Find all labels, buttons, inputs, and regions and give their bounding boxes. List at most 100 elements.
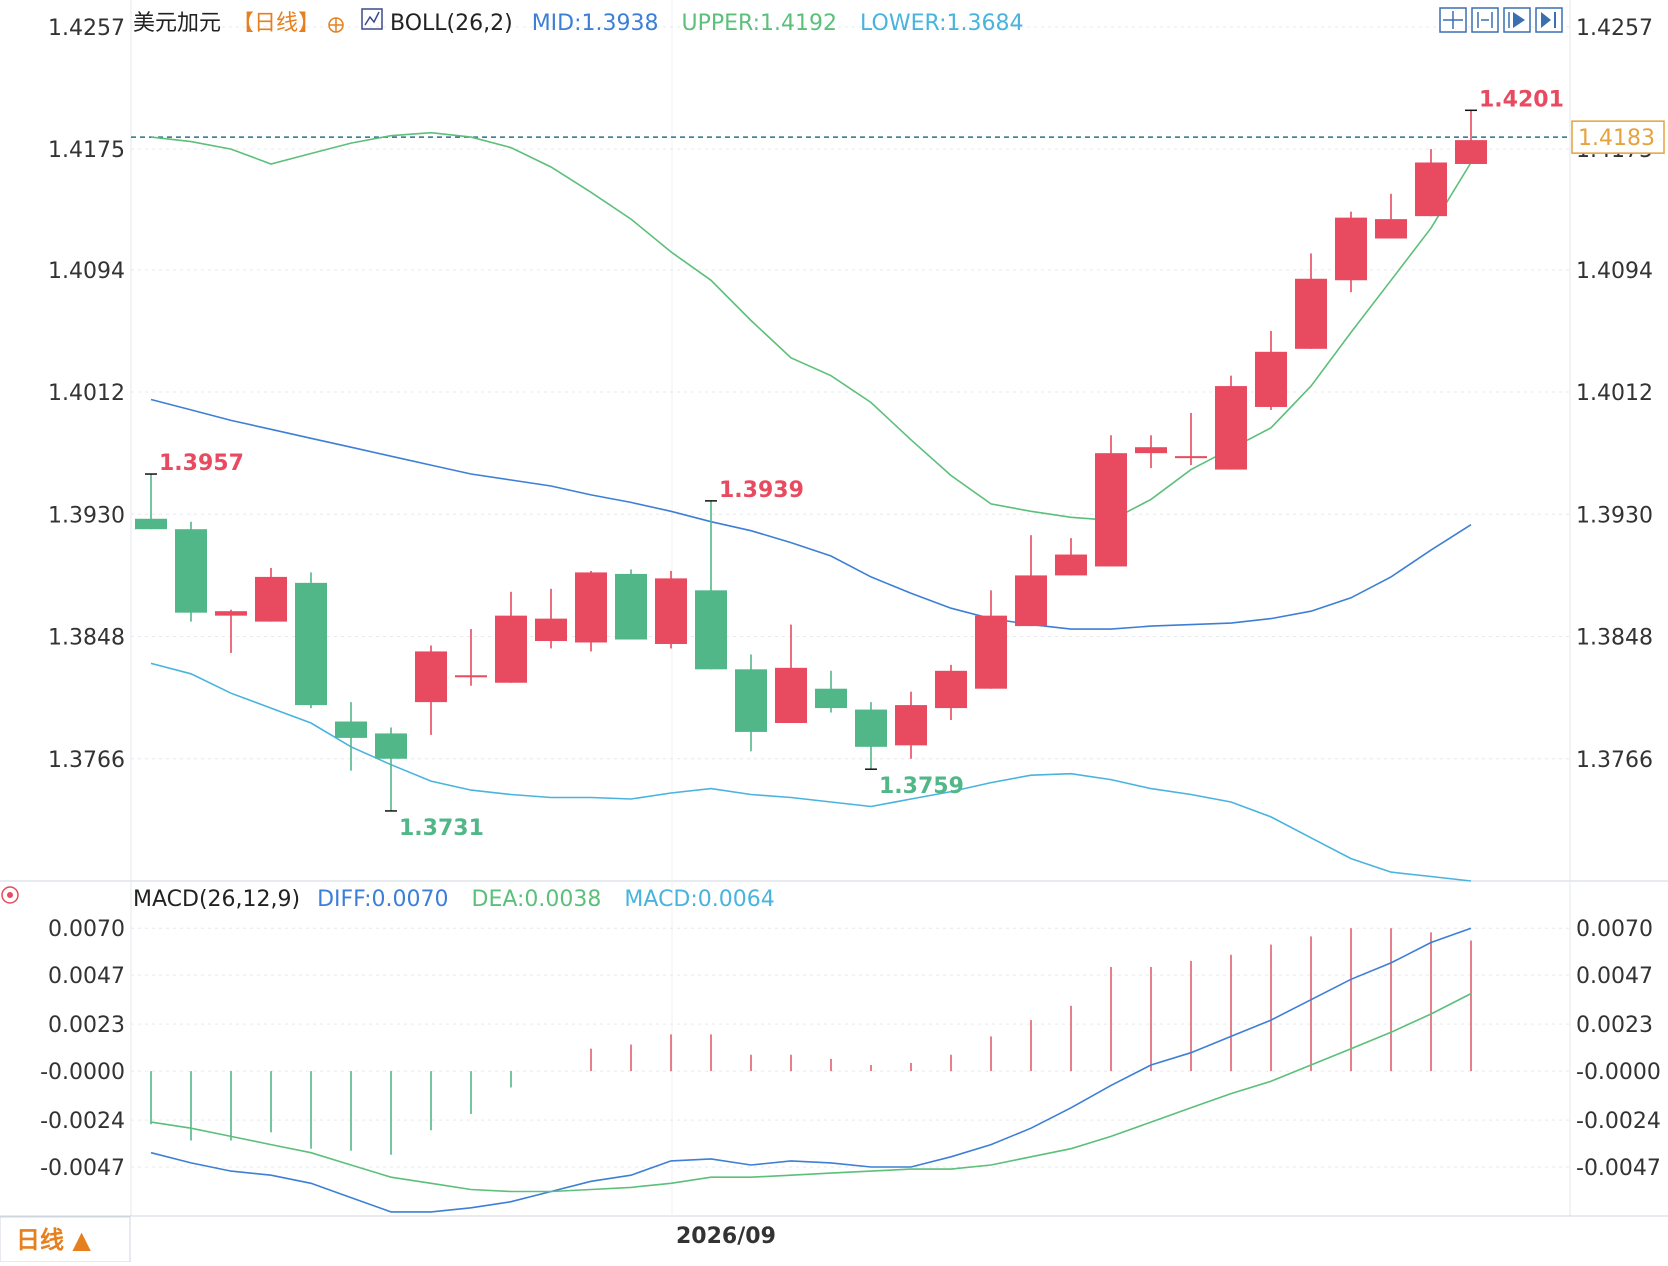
candle-down — [335, 721, 367, 738]
axis-layer: 1.42571.42571.41751.41751.40941.40941.40… — [40, 16, 1665, 1181]
candle-up — [775, 667, 807, 723]
candle-up — [935, 670, 967, 709]
current-price-box — [1571, 120, 1665, 154]
price-tick-left: 1.3930 — [48, 503, 125, 528]
candle-down — [175, 529, 207, 613]
candle-up — [1255, 351, 1287, 407]
boll-mid-line — [150, 398, 1472, 630]
candle-up — [1215, 386, 1247, 470]
candle-down — [135, 518, 167, 530]
low-label: 1.3731 — [399, 816, 484, 841]
play-icon[interactable] — [1503, 7, 1531, 33]
candle-down — [735, 669, 767, 732]
price-tick-right: 1.4012 — [1576, 381, 1653, 406]
macd-tick-left: -0.0024 — [40, 1109, 125, 1134]
candle-up — [1135, 447, 1167, 454]
high-label: 1.4201 — [1479, 87, 1564, 112]
macd-diff-line — [150, 927, 1472, 1213]
candle-up — [1015, 575, 1047, 627]
candle-up — [535, 618, 567, 641]
macd-tick-right: 0.0070 — [1576, 917, 1653, 942]
symbol-name: 美元加元 — [133, 11, 221, 36]
candle-up — [1455, 140, 1487, 164]
macd-dea-value: DEA:0.0038 — [472, 887, 602, 912]
indicator-settings-icon[interactable] — [361, 8, 383, 30]
crosshair-icon[interactable] — [1439, 7, 1467, 33]
macd-tick-right: 0.0023 — [1576, 1013, 1653, 1038]
candle-up — [1055, 554, 1087, 576]
price-tick-left: 1.4257 — [48, 16, 125, 41]
price-tick-left: 1.4175 — [48, 138, 125, 163]
macd-tick-left: 0.0023 — [48, 1013, 125, 1038]
price-tick-left: 1.4094 — [48, 259, 125, 284]
candle-up — [895, 705, 927, 746]
candle-down — [855, 709, 887, 747]
macd-pane-icon[interactable] — [1, 886, 19, 904]
low-label: 1.3759 — [879, 774, 964, 799]
boll-upper-value: UPPER:1.4192 — [682, 11, 838, 36]
boll-upper-line — [150, 131, 1472, 522]
period-tab[interactable]: 日线 ▲ — [16, 1226, 91, 1254]
high-label: 1.3957 — [159, 451, 244, 476]
price-tick-left: 1.3848 — [48, 626, 125, 651]
high-label: 1.3939 — [719, 478, 804, 503]
candle-up — [1375, 219, 1407, 239]
candle-layer — [135, 110, 1487, 811]
macd-title[interactable]: MACD(26,12,9) — [133, 887, 300, 912]
add-indicator-icon[interactable] — [328, 17, 344, 33]
price-tick-right: 1.3848 — [1576, 626, 1653, 651]
candle-up — [455, 675, 487, 678]
price-tick-left: 1.3766 — [48, 748, 125, 773]
price-tick-right: 1.4257 — [1576, 16, 1653, 41]
candle-up — [1295, 278, 1327, 349]
macd-layer — [150, 927, 1472, 1213]
macd-tick-right: -0.0047 — [1576, 1156, 1661, 1181]
macd-tick-right: -0.0000 — [1576, 1060, 1661, 1085]
boll-lower-value: LOWER:1.3684 — [860, 11, 1023, 36]
annotation-layer: 1.3957 1.3731 1.3939 1.3759 1.4201 — [145, 87, 1564, 841]
candle-down — [615, 573, 647, 640]
candle-up — [1175, 456, 1207, 459]
macd-tick-left: 0.0047 — [48, 964, 125, 989]
macd-dea-line — [150, 992, 1472, 1193]
candle-up — [1335, 217, 1367, 281]
candle-up — [215, 611, 247, 616]
candle-up — [975, 615, 1007, 689]
candle-down — [695, 590, 727, 670]
macd-tick-left: -0.0000 — [40, 1060, 125, 1085]
step-forward-icon[interactable] — [1535, 7, 1563, 33]
boll-band-layer — [150, 131, 1472, 882]
macd-tick-right: -0.0024 — [1576, 1109, 1661, 1134]
candle-up — [415, 651, 447, 703]
candle-up — [655, 578, 687, 644]
candle-up — [495, 615, 527, 683]
candle-down — [375, 733, 407, 759]
price-tick-right: 1.3766 — [1576, 748, 1653, 773]
boll-lower-line — [150, 662, 1472, 882]
boll-values: BOLL(26,2) MID:1.3938 UPPER:1.4192 LOWER… — [390, 11, 1024, 36]
period-label[interactable]: 【日线】 — [232, 11, 320, 36]
current-price-label: 1.4183 — [1578, 126, 1655, 151]
macd-diff-value: DIFF:0.0070 — [317, 887, 448, 912]
price-tick-left: 1.4012 — [48, 381, 125, 406]
macd-legend: MACD(26,12,9) DIFF:0.0070 DEA:0.0038 MAC… — [133, 887, 775, 912]
candle-up — [1415, 162, 1447, 217]
grid-layer — [131, 26, 1570, 1168]
candle-up — [255, 576, 287, 622]
price-tick-right: 1.4094 — [1576, 259, 1653, 284]
candle-up — [575, 572, 607, 643]
macd-tick-left: -0.0047 — [40, 1156, 125, 1181]
boll-indicator-name[interactable]: BOLL(26,2) — [390, 11, 513, 36]
date-label: 2026/09 — [676, 1224, 776, 1249]
macd-tick-right: 0.0047 — [1576, 964, 1653, 989]
boll-legend: 美元加元 【日线】 — [133, 11, 320, 36]
price-tick-right: 1.3930 — [1576, 503, 1653, 528]
candle-up — [1095, 453, 1127, 567]
zoom-in-icon[interactable] — [1471, 7, 1499, 33]
candle-down — [295, 582, 327, 706]
macd-hist-value: MACD:0.0064 — [624, 887, 774, 912]
candle-down — [815, 688, 847, 709]
macd-tick-left: 0.0070 — [48, 917, 125, 942]
